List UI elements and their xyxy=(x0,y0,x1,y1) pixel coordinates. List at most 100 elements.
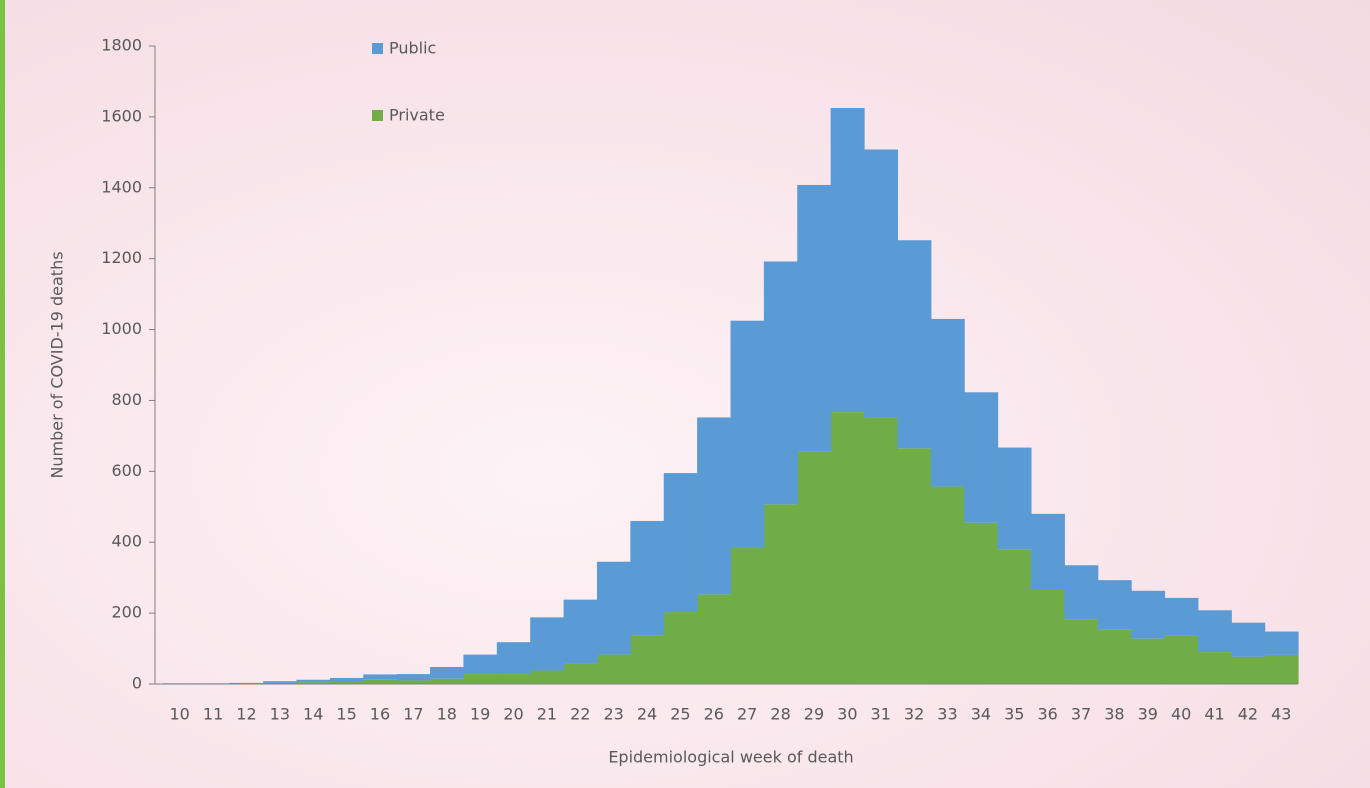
x-tick-label: 19 xyxy=(470,705,490,724)
bar xyxy=(430,666,465,679)
bar xyxy=(463,674,498,684)
bar xyxy=(1131,590,1166,639)
bar xyxy=(763,261,798,505)
y-tick-label: 1600 xyxy=(101,106,142,125)
x-tick-label: 40 xyxy=(1171,705,1191,724)
bar xyxy=(1164,597,1199,636)
x-tick-label: 13 xyxy=(270,705,290,724)
bar xyxy=(430,678,465,684)
x-axis-title: Epidemiological week of death xyxy=(608,748,853,767)
bar xyxy=(1197,610,1232,653)
x-tick-label: 23 xyxy=(603,705,623,724)
bar xyxy=(1097,580,1132,630)
x-tick-label: 12 xyxy=(236,705,256,724)
y-tick-label: 400 xyxy=(111,532,142,551)
bar xyxy=(496,674,531,684)
bar xyxy=(563,599,598,664)
x-tick-label: 43 xyxy=(1271,705,1291,724)
bar xyxy=(1197,652,1232,684)
bar xyxy=(964,522,999,684)
x-tick-label: 25 xyxy=(670,705,690,724)
bar xyxy=(363,674,398,680)
bar xyxy=(263,682,298,684)
legend-label: Private xyxy=(389,106,445,125)
y-tick-label: 1000 xyxy=(101,319,142,338)
y-tick-label: 0 xyxy=(132,674,142,693)
bar xyxy=(1131,638,1166,684)
x-tick-label: 39 xyxy=(1138,705,1158,724)
x-tick-label: 34 xyxy=(971,705,991,724)
legend-swatch xyxy=(372,110,383,121)
bar xyxy=(763,504,798,684)
bar xyxy=(1064,619,1099,684)
y-tick-label: 1200 xyxy=(101,248,142,267)
bar xyxy=(797,451,832,684)
x-tick-label: 28 xyxy=(770,705,790,724)
bar xyxy=(1030,513,1065,590)
bar xyxy=(630,635,665,684)
bar xyxy=(296,682,331,684)
bar xyxy=(329,681,364,684)
x-tick-label: 20 xyxy=(503,705,523,724)
x-tick-label: 27 xyxy=(737,705,757,724)
bar xyxy=(563,663,598,684)
bar xyxy=(830,412,865,684)
x-tick-label: 14 xyxy=(303,705,323,724)
bar xyxy=(596,654,631,684)
x-tick-label: 41 xyxy=(1204,705,1224,724)
bar xyxy=(229,682,264,684)
x-tick-label: 11 xyxy=(203,705,223,724)
bar xyxy=(530,617,565,671)
y-axis-title: Number of COVID-19 deaths xyxy=(48,251,67,478)
bar xyxy=(329,677,364,682)
bar xyxy=(797,184,832,452)
x-tick-label: 32 xyxy=(904,705,924,724)
bar xyxy=(897,240,932,449)
legend-swatch xyxy=(372,43,383,54)
bar xyxy=(663,473,698,613)
x-tick-label: 37 xyxy=(1071,705,1091,724)
bar xyxy=(697,594,732,684)
y-tick-label: 1800 xyxy=(101,36,142,55)
bar xyxy=(1264,654,1299,684)
left-border xyxy=(0,0,5,788)
x-tick-label: 30 xyxy=(837,705,857,724)
x-tick-label: 21 xyxy=(537,705,557,724)
bar xyxy=(930,486,965,684)
bar xyxy=(697,417,732,595)
bar xyxy=(1231,656,1266,684)
bar xyxy=(830,108,865,413)
x-tick-label: 18 xyxy=(437,705,457,724)
y-tick-label: 1400 xyxy=(101,177,142,196)
bar xyxy=(730,320,765,548)
x-tick-label: 35 xyxy=(1004,705,1024,724)
x-tick-label: 24 xyxy=(637,705,657,724)
bar xyxy=(1097,629,1132,684)
bar xyxy=(864,149,899,418)
bar xyxy=(530,670,565,684)
bar xyxy=(864,417,899,684)
bar xyxy=(1064,565,1099,620)
bar xyxy=(296,679,331,683)
bar xyxy=(463,654,498,675)
bar xyxy=(897,448,932,684)
x-tick-label: 16 xyxy=(370,705,390,724)
y-tick-label: 800 xyxy=(111,390,142,409)
bar xyxy=(1264,631,1299,655)
bar xyxy=(363,679,398,684)
bar xyxy=(496,642,531,675)
x-tick-label: 36 xyxy=(1037,705,1057,724)
bar xyxy=(263,681,298,683)
x-tick-label: 31 xyxy=(871,705,891,724)
x-tick-label: 10 xyxy=(170,705,190,724)
x-tick-label: 17 xyxy=(403,705,423,724)
bar xyxy=(730,547,765,684)
bar xyxy=(663,612,698,684)
y-tick-label: 600 xyxy=(111,461,142,480)
bar xyxy=(630,520,665,636)
bar xyxy=(964,392,999,523)
y-tick-label: 200 xyxy=(111,603,142,622)
bar xyxy=(396,680,431,684)
bar xyxy=(930,318,965,487)
